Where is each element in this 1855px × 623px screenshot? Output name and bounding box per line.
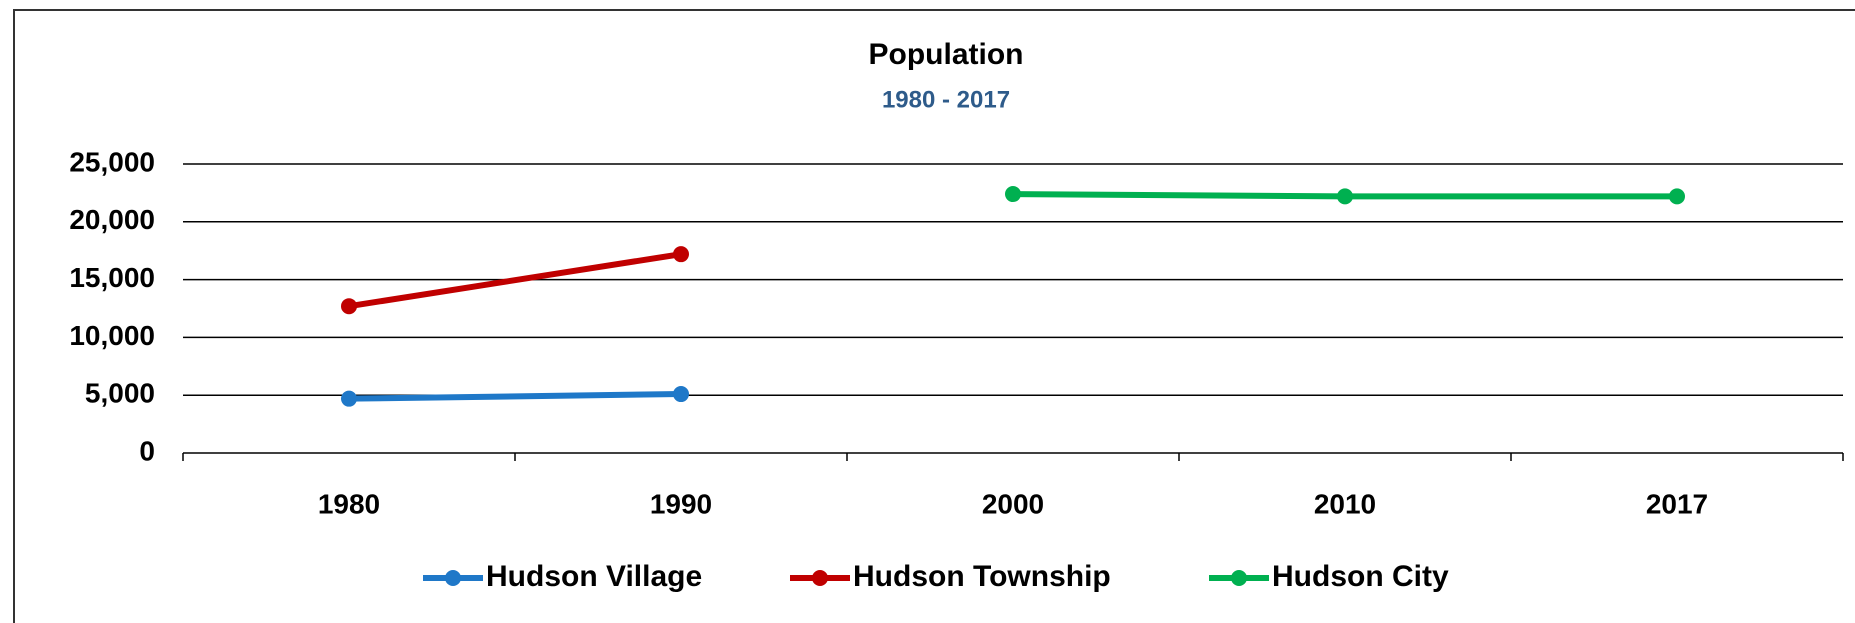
y-tick-label: 20,000 [69,204,155,235]
x-tick-label: 2000 [982,488,1044,519]
x-tick-label: 1990 [650,488,712,519]
legend-marker [812,570,828,586]
x-tick-label: 2017 [1646,488,1708,519]
legend-label: Hudson Village [486,560,702,593]
legend-marker [1231,570,1247,586]
legend-marker [445,570,461,586]
data-point [673,386,689,403]
series-line [346,251,684,310]
chart-subtitle: 1980 - 2017 [882,86,1010,113]
y-tick-label: 5,000 [85,378,155,409]
data-point [1669,188,1685,205]
data-point [1337,188,1353,205]
legend-label: Hudson Township [853,560,1111,593]
y-tick-label: 10,000 [69,320,155,351]
series-line [346,391,684,402]
x-tick-label: 2010 [1314,488,1376,519]
data-point [673,246,689,263]
y-tick-label: 25,000 [69,146,155,177]
y-tick-label: 15,000 [69,262,155,293]
data-point [1005,186,1021,203]
chart-title: Population [869,38,1024,71]
legend-label: Hudson City [1272,560,1449,593]
data-point [341,390,357,407]
data-point [341,298,357,315]
chart-border [13,9,1855,623]
y-tick-label: 0 [139,435,155,466]
x-tick-label: 1980 [318,488,380,519]
